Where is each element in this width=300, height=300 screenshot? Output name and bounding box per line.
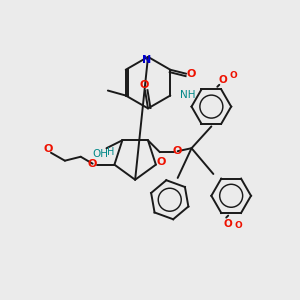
Text: O: O: [229, 71, 237, 80]
Text: O: O: [219, 75, 228, 85]
Text: O: O: [224, 218, 233, 229]
Text: O: O: [88, 159, 97, 169]
Text: O: O: [186, 69, 196, 79]
Text: OH: OH: [92, 149, 109, 159]
Text: N: N: [142, 55, 152, 65]
Text: O: O: [156, 157, 166, 167]
Text: H: H: [107, 147, 114, 157]
Text: O: O: [140, 80, 149, 90]
Text: NH: NH: [180, 89, 196, 100]
Text: O: O: [43, 144, 53, 154]
Text: O: O: [173, 146, 182, 156]
Text: O: O: [234, 221, 242, 230]
